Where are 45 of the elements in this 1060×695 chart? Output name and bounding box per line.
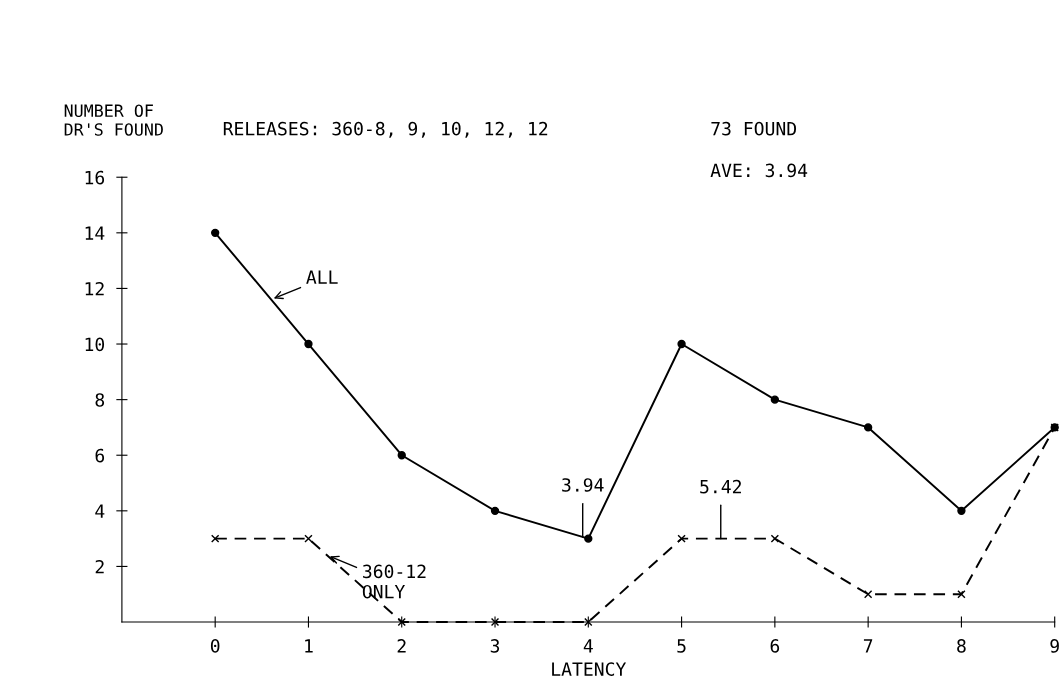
- y-tick-label: 4: [95, 504, 105, 518]
- annotation: 3.94: [562, 478, 604, 492]
- point: [957, 506, 966, 515]
- point: [211, 534, 220, 543]
- x-axis-title: LATENCY: [552, 662, 627, 676]
- point: [677, 339, 686, 349]
- x-tick-label: 0: [210, 639, 220, 653]
- point: [490, 506, 500, 515]
- annotation: 5.42: [700, 479, 741, 494]
- point: [304, 534, 313, 543]
- y-tick-label: 10: [85, 337, 105, 352]
- y-tick-label: 8: [95, 393, 105, 407]
- text: AVE: 3.94: [710, 163, 808, 178]
- x-tick-label: 3: [490, 639, 500, 653]
- x-tick-label: 1: [305, 639, 313, 653]
- y-tick-label: 2: [95, 559, 104, 574]
- point: [863, 590, 873, 599]
- text: RELEASES: 360-8, 9, 10, 12, 12: [223, 121, 548, 138]
- x-tick-label: 5: [677, 639, 686, 653]
- point: [863, 423, 873, 432]
- x-tick-label: 8: [957, 639, 966, 653]
- series-label: 360-12 ONLY: [362, 564, 426, 599]
- point: [490, 617, 500, 627]
- x-tick-label: 9: [1050, 639, 1059, 653]
- y-axis-title: NUMBER OF DR'S FOUND: [64, 104, 163, 136]
- y-tick-label: 6: [95, 448, 105, 463]
- point: [957, 590, 966, 599]
- point: [397, 617, 406, 627]
- y-tick-label: 12: [85, 281, 104, 296]
- point: [397, 451, 406, 460]
- x-tick-label: 6: [770, 639, 780, 653]
- point: [304, 339, 313, 349]
- point: [584, 617, 593, 627]
- text: ALL: [306, 270, 338, 284]
- point: [584, 534, 593, 543]
- point: [677, 534, 686, 543]
- point: [211, 228, 220, 237]
- point: [770, 395, 780, 404]
- text: 73 FOUND: [711, 121, 797, 136]
- point: [770, 534, 780, 543]
- x-tick-label: 7: [863, 639, 873, 653]
- y-tick-label: 14: [85, 226, 105, 240]
- y-tick-label: 16: [85, 170, 105, 185]
- x-tick-label: 2: [397, 639, 406, 653]
- x-tick-label: 4: [583, 639, 593, 653]
